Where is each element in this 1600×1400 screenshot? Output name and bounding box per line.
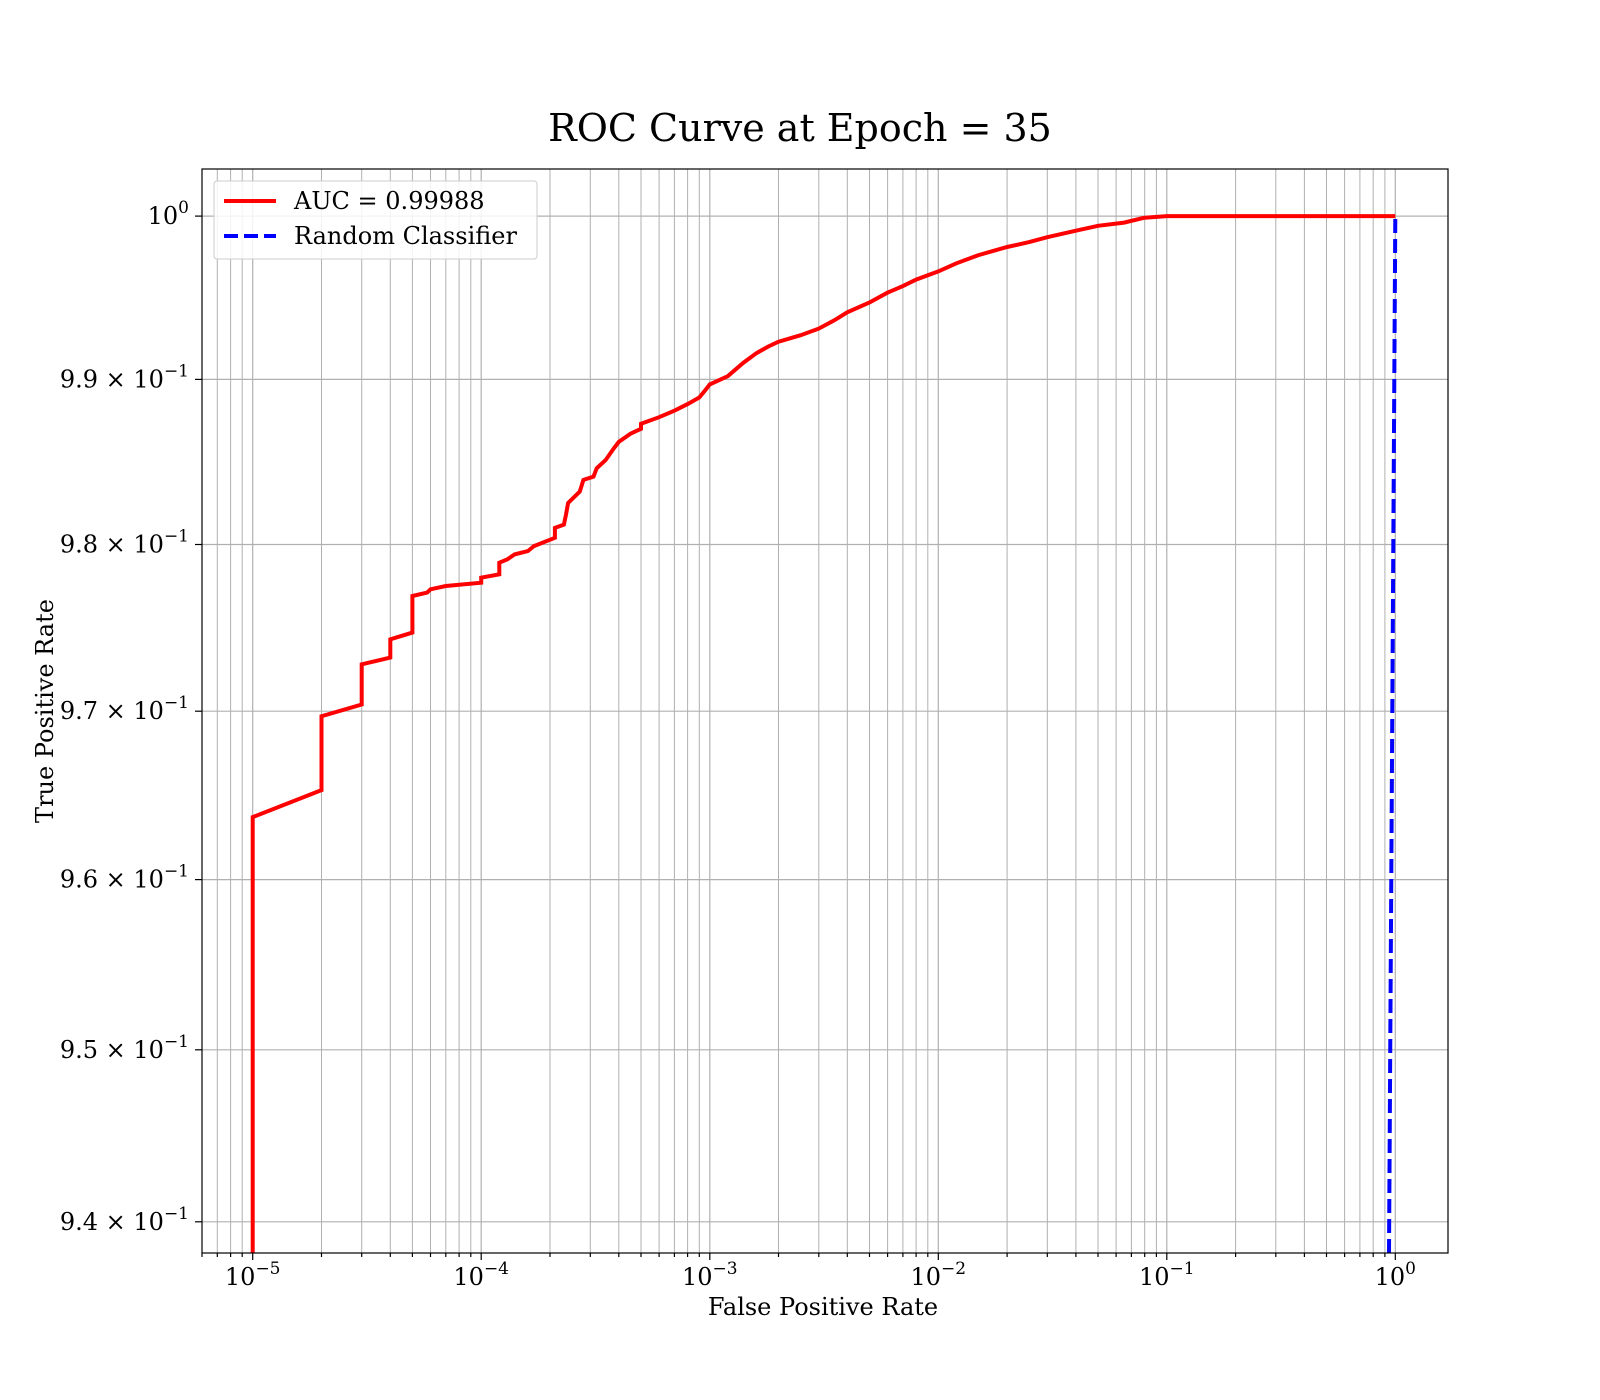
- y-tick-label: 100: [148, 198, 189, 230]
- x-axis-label: False Positive Rate: [708, 1293, 938, 1321]
- y-tick-label: 9.5 × 10−1: [60, 1032, 189, 1064]
- legend-box: [213, 180, 538, 260]
- x-tick-label: 10−3: [682, 1259, 738, 1291]
- x-tick-labels: 10−5 10−4 10−3 10−2 10−1 100: [225, 1259, 1416, 1291]
- legend: AUC = 0.99988 Random Classifier: [213, 180, 538, 260]
- x-tick-label: 10−2: [910, 1259, 966, 1291]
- y-tick-label: 9.6 × 10−1: [60, 862, 189, 894]
- axis-ticks: [195, 215, 1396, 1260]
- random-classifier-line: [1387, 216, 1398, 1254]
- grid-lines: [201, 169, 1448, 1253]
- legend-label-auc: AUC = 0.99988: [293, 187, 485, 215]
- series-lines: [250, 214, 1398, 1254]
- chart-title: ROC Curve at Epoch = 35: [548, 106, 1052, 150]
- y-tick-label: 9.8 × 10−1: [60, 527, 189, 559]
- y-tick-label: 9.9 × 10−1: [60, 361, 189, 393]
- x-tick-label: 10−4: [453, 1259, 509, 1291]
- y-tick-label: 9.4 × 10−1: [60, 1204, 189, 1236]
- roc-curve-line: [250, 214, 1396, 1253]
- x-tick-label: 100: [1375, 1259, 1416, 1291]
- plot-frame: [201, 168, 1449, 1254]
- y-tick-labels: 100 9.9 × 10−1 9.8 × 10−1 9.7 × 10−1 9.6 × 1…: [60, 198, 189, 1236]
- y-tick-label: 9.7 × 10−1: [60, 693, 189, 725]
- y-axis-label: True Positive Rate: [31, 599, 59, 823]
- x-tick-label: 10−5: [225, 1259, 281, 1291]
- legend-label-random: Random Classifier: [294, 222, 517, 250]
- x-tick-label: 10−1: [1139, 1259, 1195, 1291]
